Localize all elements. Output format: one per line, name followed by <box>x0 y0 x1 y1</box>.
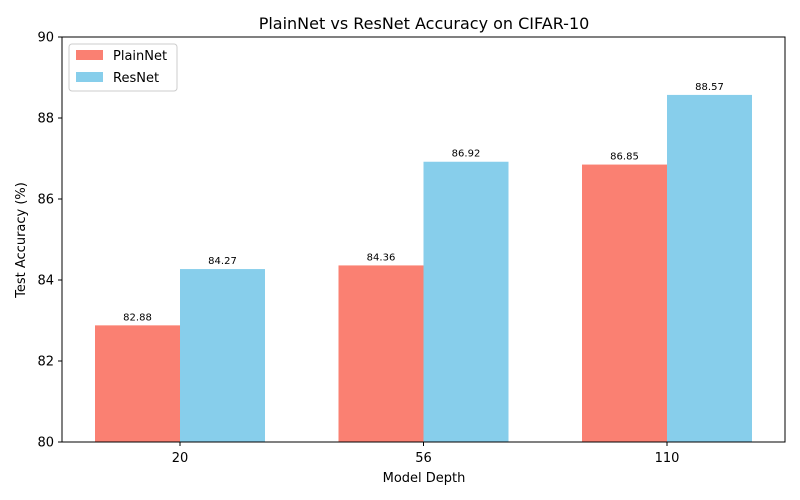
y-tick-label: 80 <box>37 436 54 451</box>
chart-title: PlainNet vs ResNet Accuracy on CIFAR-10 <box>259 14 590 33</box>
x-tick-label: 56 <box>415 451 432 466</box>
data-label-plainnet-56: 84.36 <box>367 252 396 263</box>
y-tick-label: 88 <box>37 112 54 127</box>
y-tick-label: 82 <box>37 355 54 370</box>
y-tick-label: 84 <box>37 274 54 289</box>
bar-resnet-110 <box>667 94 752 442</box>
plot-frame <box>61 36 786 443</box>
legend-swatch-plainnet <box>76 50 103 60</box>
data-label-plainnet-110: 86.85 <box>610 152 639 163</box>
y-axis: 80 82 84 86 88 90 <box>37 31 62 451</box>
plot-area: 82.88 84.27 84.36 86.92 86.85 88.57 <box>95 82 752 443</box>
legend-label-resnet: ResNet <box>113 71 159 86</box>
data-label-resnet-20: 84.27 <box>208 256 237 267</box>
data-label-plainnet-20: 82.88 <box>123 312 152 323</box>
y-tick-label: 86 <box>37 193 54 208</box>
x-axis: 20 56 110 <box>172 442 680 466</box>
x-axis-label: Model Depth <box>383 471 466 486</box>
x-tick-label: 110 <box>655 451 680 466</box>
legend-swatch-resnet <box>76 72 103 82</box>
bar-plainnet-110 <box>582 164 667 442</box>
bar-resnet-56 <box>423 161 509 443</box>
legend-label-plainnet: PlainNet <box>113 49 167 64</box>
data-label-resnet-110: 88.57 <box>695 82 724 93</box>
bar-resnet-20 <box>180 269 265 442</box>
data-label-resnet-56: 86.92 <box>452 149 481 160</box>
y-tick-label: 90 <box>37 31 54 46</box>
y-axis-label: Test Accuracy (%) <box>14 182 29 299</box>
bar-plainnet-20 <box>95 325 180 442</box>
legend: PlainNet ResNet <box>68 43 178 92</box>
x-tick-label: 20 <box>172 451 189 466</box>
bar-plainnet-56 <box>338 265 424 442</box>
